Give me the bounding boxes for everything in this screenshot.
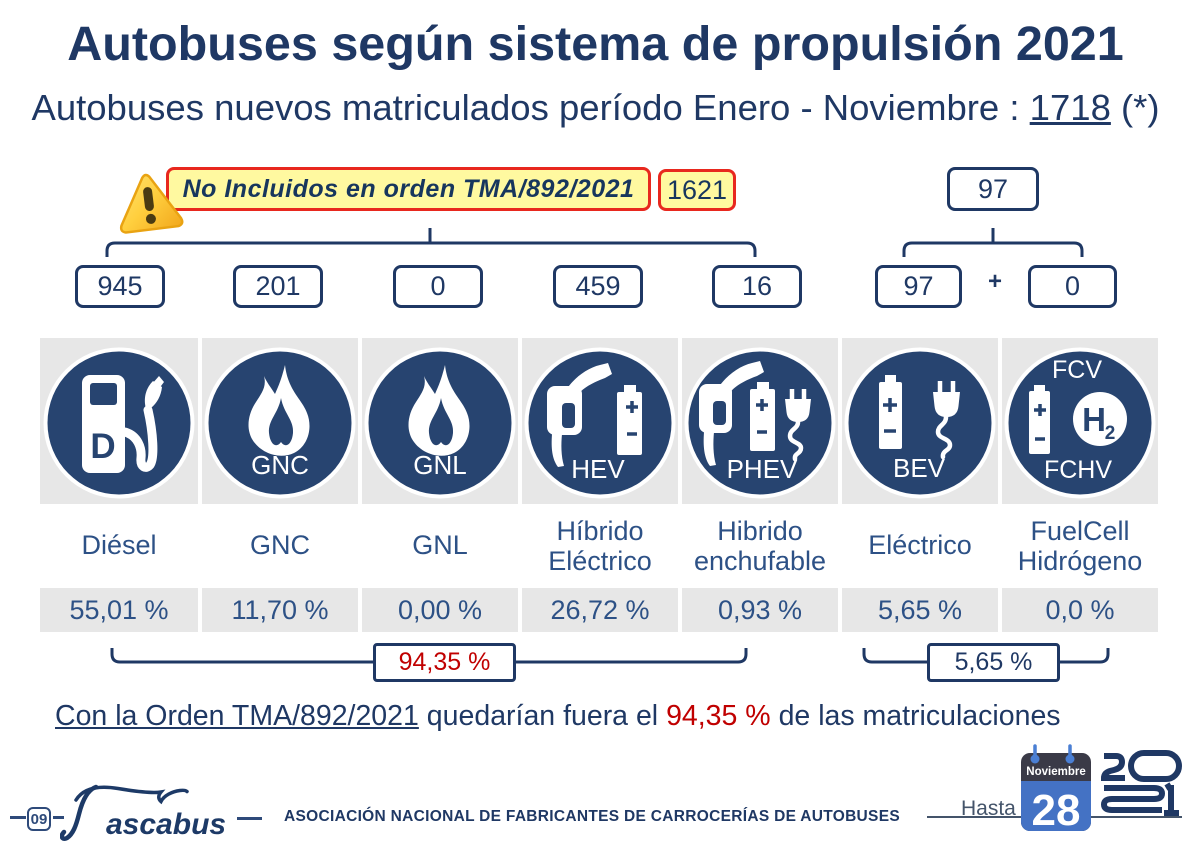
svg-text:GNL: GNL — [413, 450, 466, 480]
svg-text:Noviembre: Noviembre — [1026, 766, 1085, 778]
svg-text:ascabus: ascabus — [106, 808, 226, 841]
svg-text:GNC: GNC — [251, 450, 309, 480]
svg-text:H: H — [1082, 401, 1106, 438]
svg-text:D: D — [90, 427, 115, 466]
svg-text:28: 28 — [1032, 786, 1081, 834]
svg-text:PHEV: PHEV — [727, 454, 798, 484]
svg-text:2: 2 — [1105, 423, 1116, 444]
svg-text:FCV: FCV — [1052, 356, 1102, 384]
svg-text:BEV: BEV — [893, 453, 946, 483]
svg-text:HEV: HEV — [571, 454, 625, 484]
svg-text:FCHV: FCHV — [1044, 456, 1112, 484]
